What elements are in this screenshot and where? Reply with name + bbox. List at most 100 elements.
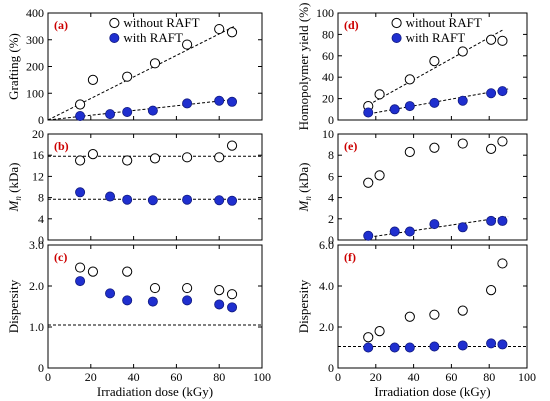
legend-marker [109, 17, 120, 29]
data-point-with-raft [182, 194, 193, 205]
y-tick-label: 0 [328, 361, 334, 375]
panel-c: 0 20 40 60 80 100 0 1.0 2.0 3.0 (c) Dispersity Irrad… [6, 238, 271, 399]
panel-label: (f) [344, 250, 356, 264]
y-tick-label: 80 [322, 27, 334, 41]
data-point-without-raft [497, 136, 508, 147]
y-tick-label: 3.0 [29, 238, 44, 252]
data-point-without-raft [404, 146, 415, 158]
panel-f: 0 20 40 60 80 100 0 2.0 4.0 6.0 (f) Dispersity Irrad… [296, 238, 536, 399]
plot-frame [47, 133, 263, 241]
plot-frame [337, 12, 528, 121]
y-axis-label: Dispersity [296, 279, 311, 333]
data-point-with-raft [214, 95, 225, 106]
data-point-with-raft [182, 295, 193, 306]
data-point-with-raft [497, 86, 508, 97]
panel-b: 0 4 8 12 16 20 (b) Mn (kDa) [6, 127, 263, 247]
x-tick-label: 100 [253, 370, 271, 384]
data-point-with-raft [389, 342, 400, 353]
y-tick-label: 0 [328, 233, 334, 247]
data-point-with-raft [105, 191, 116, 202]
y-tick-label: 16 [32, 148, 44, 162]
y-tick-label: 6.0 [319, 238, 334, 252]
y-tick-label: 20 [322, 92, 334, 106]
panel-label: (e) [344, 139, 357, 153]
data-point-without-raft [87, 74, 99, 85]
data-point-without-raft [75, 155, 86, 166]
data-point-without-raft [149, 58, 161, 69]
data-point-with-raft [497, 215, 508, 226]
y-tick-label: 0 [38, 113, 44, 127]
x-tick-label: 100 [518, 370, 536, 384]
x-axis-label: Irradiation dose (kGy) [97, 384, 213, 399]
y-tick-label: 8 [328, 148, 334, 162]
data-point-with-raft [457, 95, 468, 106]
y-tick-label: 200 [26, 60, 44, 74]
y-tick-label: 60 [322, 49, 334, 63]
data-point-with-raft [363, 107, 374, 118]
data-point-with-raft [227, 302, 238, 313]
y-tick-label: 4.0 [319, 279, 334, 293]
data-point-without-raft [429, 142, 440, 153]
data-point-with-raft [429, 341, 440, 352]
y-tick-label: 40 [322, 70, 334, 84]
panel-label: (a) [54, 18, 68, 32]
panel-d: 0 20 40 60 80 100 (d) Homopolymer yield (%) with… [296, 3, 528, 130]
x-tick-label: 80 [483, 370, 495, 384]
data-point-with-raft [389, 104, 400, 115]
data-point-without-raft [214, 152, 225, 163]
data-point-with-raft [122, 295, 133, 306]
y-tick-label: 4 [328, 191, 334, 205]
data-point-with-raft [429, 97, 440, 108]
data-point-with-raft [105, 109, 116, 120]
data-point-without-raft [497, 35, 508, 46]
legend-marker [391, 33, 402, 44]
data-point-without-raft [87, 149, 99, 160]
y-axis-label: Grafting (%) [6, 33, 21, 100]
data-point-without-raft [485, 143, 497, 154]
y-axis-label: Dispersity [6, 279, 21, 333]
y-tick-label: 100 [316, 6, 334, 20]
data-point-with-raft [486, 215, 497, 226]
y-tick-label: 20 [32, 127, 44, 141]
data-point-with-raft [404, 342, 415, 353]
data-point-with-raft [122, 106, 133, 117]
legend-label: without RAFT [406, 15, 482, 30]
data-point-without-raft [404, 74, 415, 85]
legend-label: with RAFT [406, 30, 466, 45]
data-point-with-raft [389, 226, 400, 237]
y-tick-label: 8 [38, 191, 44, 205]
x-tick-label: 20 [85, 370, 97, 384]
data-point-without-raft [149, 153, 161, 164]
y-tick-label: 12 [32, 169, 44, 183]
data-point-with-raft [404, 101, 415, 112]
data-point-with-raft [486, 88, 497, 99]
y-tick-label: 10 [322, 127, 334, 141]
data-point-without-raft [182, 39, 193, 50]
y-tick-label: 0 [38, 361, 44, 375]
y-tick-label: 6 [328, 169, 334, 183]
y-axis-label: Mn (kDa) [6, 163, 23, 213]
x-axis-label: Irradiation dose (kGy) [374, 384, 490, 399]
data-point-with-raft [75, 187, 86, 198]
data-point-with-raft [363, 230, 374, 241]
data-point-without-raft [457, 138, 468, 149]
y-tick-label: 2 [328, 212, 334, 226]
data-point-without-raft [485, 285, 497, 296]
data-point-without-raft [363, 177, 374, 188]
plot-frame [337, 133, 528, 241]
data-point-without-raft [214, 23, 225, 35]
y-tick-label: 4 [38, 212, 44, 226]
y-tick-label: 300 [26, 33, 44, 47]
data-point-without-raft [429, 309, 440, 320]
panel-e: 0 2 4 6 8 10 (e) Mn (kDa) [296, 127, 528, 247]
x-tick-label: 60 [170, 370, 182, 384]
legend-label: with RAFT [123, 30, 183, 45]
x-tick-label: 40 [408, 370, 420, 384]
legend-label: without RAFT [123, 15, 199, 30]
y-tick-label: 0 [38, 233, 44, 247]
data-point-without-raft [122, 266, 133, 277]
data-point-without-raft [149, 282, 161, 294]
data-point-with-raft [147, 195, 158, 206]
data-point-without-raft [485, 34, 497, 45]
